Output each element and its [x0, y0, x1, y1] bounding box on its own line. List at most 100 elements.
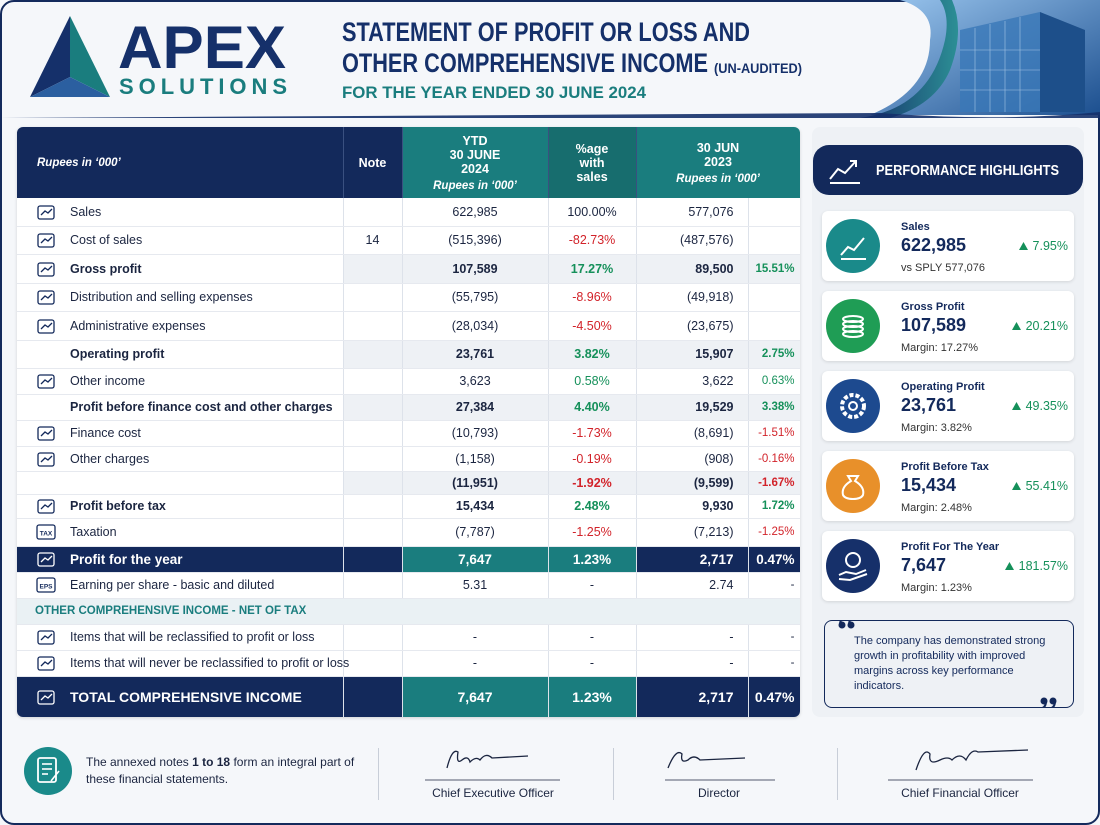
card-change: 20.21%: [1011, 319, 1068, 333]
icon-text: EPS: [39, 584, 53, 591]
cell-prior: (487,576): [636, 226, 749, 255]
header-unit: Rupees in ‘000’: [433, 179, 517, 192]
footer: The annexed notes 1 to 18 form an integr…: [0, 730, 1100, 825]
row-icon: [37, 374, 55, 389]
value: 3,622: [702, 374, 734, 388]
cell-note: [343, 494, 403, 519]
cell-note: [343, 518, 403, 547]
table-row: Sales 622,985 100.00% 577,076: [17, 198, 800, 227]
quote-box: The company has demonstrated strong grow…: [824, 620, 1074, 708]
row-icon: [37, 205, 55, 220]
highlight-card: Gross Profit 107,589 20.21% Margin: 17.27%: [822, 291, 1074, 361]
row-icon: [37, 630, 55, 645]
value: 2.48%: [574, 499, 610, 513]
icon-frame: [36, 524, 56, 540]
value: 19,529: [695, 400, 734, 414]
card-value: 7,647: [901, 555, 947, 575]
row-label: Operating profit: [17, 340, 344, 369]
icon-line: [40, 429, 53, 437]
cell-prior: (9,599): [636, 471, 749, 495]
table-row: TAX Taxation (7,787) -1.25% (7,213) -1.25%: [17, 518, 800, 547]
icon-shape: [37, 233, 55, 248]
cell-note: [343, 420, 403, 447]
header-line: 30 JUN: [696, 140, 740, 155]
cell-note: [343, 394, 403, 421]
cell-note: 14: [343, 226, 403, 255]
quote-marks: [833, 621, 1063, 707]
card-label: Operating Profit: [901, 381, 985, 393]
cell-percentage: -: [548, 650, 637, 677]
glyph: [838, 569, 868, 582]
value: -1.73%: [572, 426, 612, 440]
cell-current: 23,761: [402, 340, 549, 369]
row-icon: [37, 451, 55, 467]
header-row: Rupees in ‘000’ Note YTD 30 JUNE 2024 Rupee…: [17, 127, 800, 198]
title-line: OTHER COMPREHENSIVE INCOME: [342, 48, 708, 78]
cell-prior-percentage: [748, 311, 800, 341]
cell-prior: (23,675): [636, 311, 749, 341]
cell-prior: (7,213): [636, 518, 749, 547]
value: -1.67%: [758, 476, 795, 489]
label: Administrative expenses: [70, 318, 206, 333]
value: 107,589: [452, 261, 498, 276]
icon-frame: [37, 552, 55, 567]
card-change: 55.41%: [1011, 479, 1068, 493]
card-label: Gross Profit: [901, 301, 965, 313]
value: -: [790, 579, 795, 591]
value: 2.75%: [761, 348, 795, 360]
icon-frame: [37, 318, 55, 334]
cell-current: 622,985: [402, 198, 549, 227]
card-value: 23,761: [901, 395, 957, 415]
row-label: Distribution and selling expenses: [17, 283, 344, 312]
quote-text: The company has demonstrated strong grow…: [854, 635, 1046, 692]
arrow-shape: [1011, 322, 1021, 330]
icon-frame: [37, 261, 55, 277]
value: -: [589, 656, 595, 670]
table-row: Profit before tax 15,434 2.48% 9,930 1.72%: [17, 494, 800, 519]
label: Items that will be reclassified to profi…: [70, 630, 315, 644]
label: Profit before tax: [70, 499, 166, 513]
table-row: Items that will never be reclassified to…: [17, 650, 800, 677]
cell-note: [343, 572, 403, 599]
cell-prior-percentage: -1.25%: [748, 518, 800, 547]
value: 3.38%: [761, 401, 795, 413]
icon-frame: [37, 205, 55, 220]
value: -: [472, 656, 478, 670]
card-change: 49.35%: [1011, 399, 1068, 413]
card-icon: [826, 539, 880, 593]
up-arrow: [1018, 242, 1028, 250]
cell-prior-percentage: 0.63%: [748, 368, 800, 395]
cell-current: 7,647: [402, 546, 549, 573]
cell-percentage: 1.23%: [548, 546, 637, 573]
icon-shape: [37, 656, 55, 671]
building-image: [0, 0, 1100, 118]
cell-current: 5.31: [402, 572, 549, 599]
value: 0.58%: [574, 374, 610, 388]
value: 14: [365, 233, 380, 247]
cell-percentage: 2.48%: [548, 494, 637, 519]
cell-prior-percentage: 3.38%: [748, 394, 800, 421]
cell-note: [343, 471, 403, 495]
change-value: 20.21%: [1025, 319, 1068, 333]
card-value: 622,985: [901, 235, 967, 255]
icon-glyph: [842, 315, 864, 338]
value: (28,034): [451, 318, 499, 333]
glyph: [848, 401, 858, 411]
table-row: Administrative expenses (28,034) -4.50% (23…: [17, 311, 800, 341]
highlight-card: Profit Before Tax 15,434 55.41% Margin: 2.4…: [822, 451, 1074, 521]
highlights-panel: PERFORMANCE HIGHLIGHTS Sales 622,985 7.95%…: [812, 127, 1084, 717]
cell-current: (7,787): [402, 518, 549, 547]
section-row: OTHER COMPREHENSIVE INCOME - NET OF TAX: [17, 598, 800, 625]
label: Operating profit: [70, 347, 165, 361]
up-arrow: [1011, 322, 1021, 330]
signatures: [425, 749, 1033, 781]
table-row: Other charges (1,158) -0.19% (908) -0.16%: [17, 446, 800, 472]
value: 2,717: [698, 688, 734, 705]
card-sub: Margin: 1.23%: [901, 582, 972, 594]
row-label: TAX Taxation: [17, 518, 344, 547]
row-icon: [37, 426, 55, 441]
row-label: EPS Earning per share - basic and diluted: [17, 572, 344, 599]
value: -: [729, 656, 734, 670]
table-row: Gross profit 107,589 17.27% 89,500 15.51%: [17, 254, 800, 284]
